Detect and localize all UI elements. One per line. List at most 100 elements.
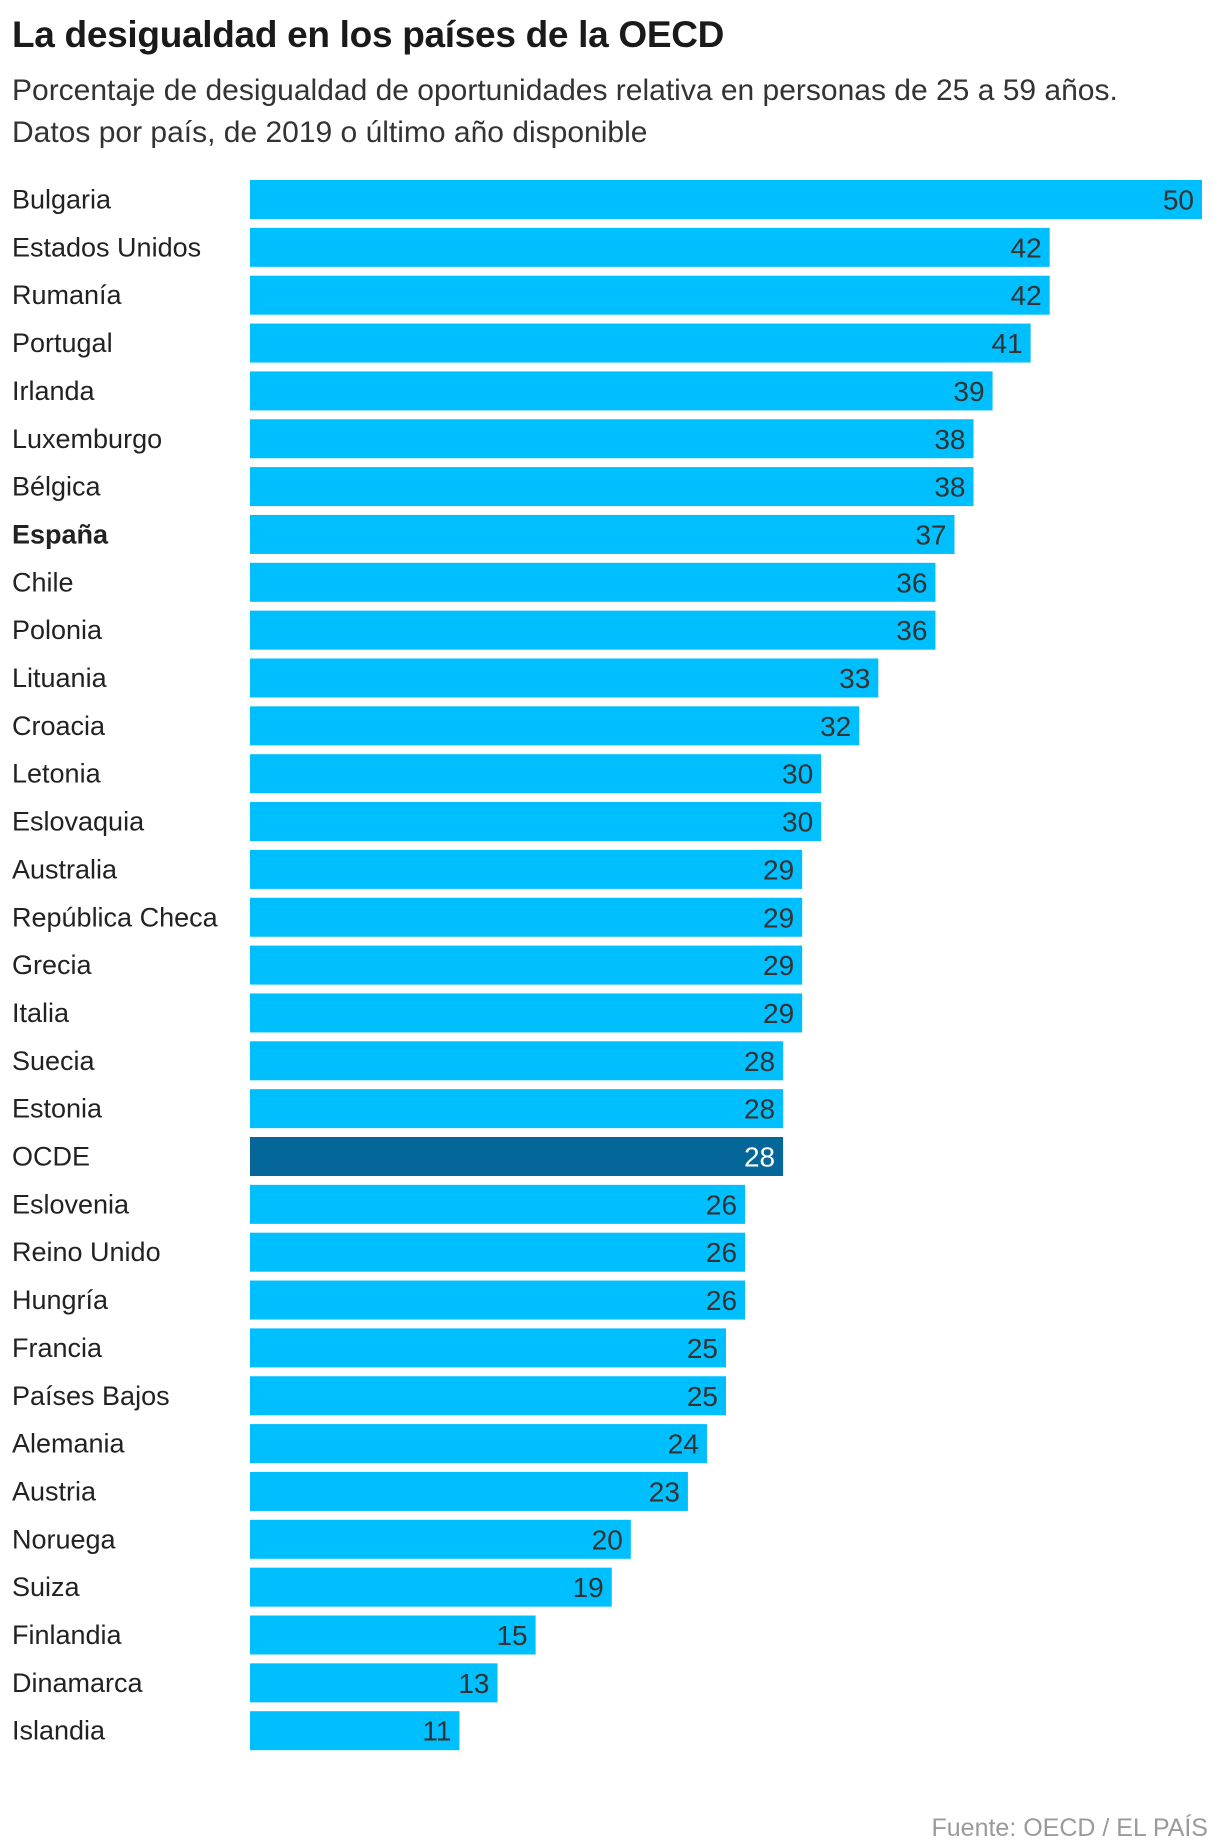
category-label: Luxemburgo [12,424,162,454]
bar [250,1184,746,1224]
bar [250,849,803,889]
bar [250,1567,612,1607]
category-label: Polonia [12,615,103,645]
value-label: 28 [744,1142,775,1173]
value-label: 26 [706,1237,737,1268]
category-label: Eslovenia [12,1189,130,1219]
bar [250,993,803,1033]
value-label: 42 [1011,280,1042,311]
bar [250,1424,707,1464]
value-label: 30 [782,807,813,838]
category-label: Australia [12,854,118,884]
value-label: 19 [573,1572,604,1603]
value-label: 13 [458,1668,489,1699]
bar [250,754,822,794]
category-label: Irlanda [12,376,96,406]
value-label: 26 [706,1285,737,1316]
value-label: 29 [763,998,794,1029]
category-label: Chile [12,567,74,597]
category-label: Suecia [12,1046,96,1076]
chart-title: La desigualdad en los países de la OECD [12,14,725,55]
bar [250,227,1050,267]
value-label: 28 [744,1094,775,1125]
category-label: República Checa [12,902,219,932]
bar [250,1232,746,1272]
category-label: Italia [12,998,70,1028]
value-label: 41 [991,328,1022,359]
category-label: Bélgica [12,472,102,502]
bar [250,1663,498,1703]
bar [250,1089,784,1129]
bar [250,802,822,842]
value-label: 20 [592,1524,623,1555]
value-label: 25 [687,1333,718,1364]
category-label: Lituania [12,663,108,693]
value-label: 30 [782,759,813,790]
category-label: Eslovaquia [12,807,145,837]
category-label: Reino Unido [12,1237,161,1267]
bar [250,1280,746,1320]
category-label: Países Bajos [12,1381,170,1411]
bar [250,897,803,937]
bar [250,1471,688,1511]
bar [250,658,879,698]
bar [250,706,860,746]
bar [250,945,803,985]
bar [250,562,936,602]
value-label: 42 [1011,232,1042,263]
category-label: Estados Unidos [12,232,201,262]
category-label: Suiza [12,1572,81,1602]
value-label: 38 [934,424,965,455]
category-label: Bulgaria [12,185,112,215]
value-label: 32 [820,711,851,742]
bar [250,467,974,507]
category-label: Dinamarca [12,1668,144,1698]
category-label: Austria [12,1476,97,1506]
category-label: Francia [12,1333,103,1363]
category-label: Portugal [12,328,113,358]
value-label: 29 [763,902,794,933]
value-label: 36 [896,615,927,646]
value-label: 28 [744,1046,775,1077]
category-label: Hungría [12,1285,109,1315]
bar [250,323,1031,363]
bar [250,1711,460,1751]
value-label: 29 [763,950,794,981]
value-label: 50 [1163,185,1194,216]
bar [250,1137,784,1176]
value-label: 37 [915,519,946,550]
bar [250,514,955,554]
category-label: OCDE [12,1142,90,1172]
value-label: 23 [649,1476,680,1507]
bar [250,1041,784,1081]
bar [250,275,1050,315]
value-label: 36 [896,567,927,598]
value-label: 39 [953,376,984,407]
value-label: 29 [763,854,794,885]
bar [250,1615,536,1655]
value-label: 24 [668,1429,699,1460]
bar [250,180,1202,219]
value-label: 26 [706,1189,737,1220]
category-label: Finlandia [12,1620,123,1650]
bar [250,1519,631,1559]
category-label: Islandia [12,1716,106,1746]
value-label: 11 [422,1716,451,1747]
value-label: 25 [687,1381,718,1412]
value-label: 38 [934,472,965,503]
source-note: Fuente: OECD / EL PAÍS [931,1814,1208,1842]
category-label: Rumanía [12,280,123,310]
bar [250,1376,726,1416]
bar [250,371,993,411]
category-label: España [12,519,109,549]
bar [250,419,974,459]
value-label: 33 [839,663,870,694]
category-label: Croacia [12,711,106,741]
chart-subtitle: Porcentaje de desigualdad de oportunidad… [12,74,1118,149]
category-label: Noruega [12,1524,117,1554]
category-label: Grecia [12,950,93,980]
category-label: Estonia [12,1094,103,1124]
bar [250,610,936,650]
bar [250,1328,726,1368]
